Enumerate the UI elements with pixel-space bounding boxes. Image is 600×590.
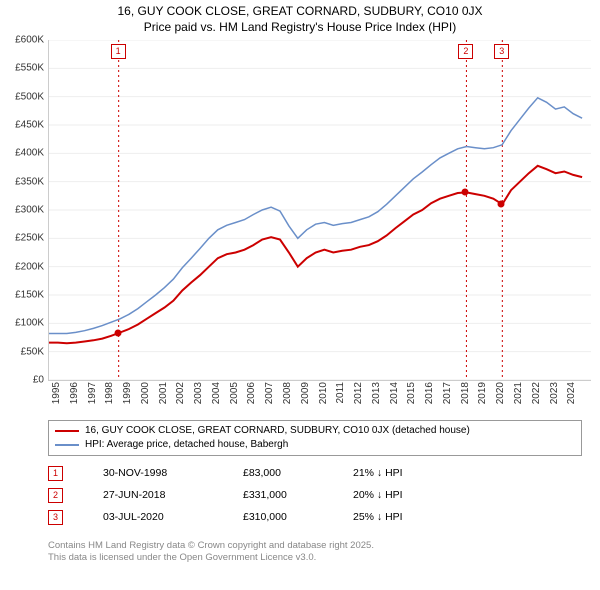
xtick-label: 2013 [371, 382, 382, 412]
ytick-label: £100K [2, 318, 44, 329]
event-date: 30-NOV-1998 [103, 467, 243, 479]
ytick-label: £550K [2, 63, 44, 74]
sale-marker [462, 189, 469, 196]
xtick-label: 2008 [282, 382, 293, 412]
sale-marker [114, 329, 121, 336]
ytick-label: £300K [2, 205, 44, 216]
ytick-label: £200K [2, 261, 44, 272]
footer-line-1: Contains HM Land Registry data © Crown c… [48, 540, 374, 552]
xtick-label: 1999 [122, 382, 133, 412]
chart-svg [49, 40, 591, 380]
legend-row: HPI: Average price, detached house, Babe… [55, 438, 575, 452]
ytick-label: £400K [2, 148, 44, 159]
legend-label: 16, GUY COOK CLOSE, GREAT CORNARD, SUDBU… [85, 424, 470, 438]
xtick-label: 2015 [406, 382, 417, 412]
xtick-label: 1995 [51, 382, 62, 412]
title-block: 16, GUY COOK CLOSE, GREAT CORNARD, SUDBU… [0, 0, 600, 35]
legend-swatch [55, 430, 79, 432]
ytick-label: £150K [2, 290, 44, 301]
xtick-label: 2023 [549, 382, 560, 412]
ytick-label: £50K [2, 346, 44, 357]
event-price: £83,000 [243, 467, 353, 479]
event-row: 3 03-JUL-2020£310,00025% ↓ HPI [48, 506, 453, 528]
ytick-label: £0 [2, 375, 44, 386]
event-marker-badge: 3 [494, 44, 509, 59]
xtick-label: 2000 [140, 382, 151, 412]
ytick-label: £450K [2, 120, 44, 131]
xtick-label: 2006 [246, 382, 257, 412]
title-line-2: Price paid vs. HM Land Registry's House … [0, 20, 600, 36]
xtick-label: 2024 [566, 382, 577, 412]
event-num-badge: 1 [48, 466, 63, 481]
xtick-label: 1997 [87, 382, 98, 412]
footer-line-2: This data is licensed under the Open Gov… [48, 552, 374, 564]
xtick-label: 2009 [300, 382, 311, 412]
xtick-label: 2005 [229, 382, 240, 412]
xtick-label: 2022 [531, 382, 542, 412]
xtick-label: 2017 [442, 382, 453, 412]
chart-container: 16, GUY COOK CLOSE, GREAT CORNARD, SUDBU… [0, 0, 600, 590]
xtick-label: 2019 [477, 382, 488, 412]
events-table: 1 30-NOV-1998£83,00021% ↓ HPI 2 27-JUN-2018… [48, 462, 453, 528]
legend: 16, GUY COOK CLOSE, GREAT CORNARD, SUDBU… [48, 420, 582, 456]
xtick-label: 2003 [193, 382, 204, 412]
event-num-badge: 2 [48, 488, 63, 503]
legend-row: 16, GUY COOK CLOSE, GREAT CORNARD, SUDBU… [55, 424, 575, 438]
xtick-label: 1996 [69, 382, 80, 412]
xtick-label: 2010 [318, 382, 329, 412]
ytick-label: £500K [2, 91, 44, 102]
legend-label: HPI: Average price, detached house, Babe… [85, 438, 288, 452]
xtick-label: 2007 [264, 382, 275, 412]
event-num-badge: 3 [48, 510, 63, 525]
event-row: 1 30-NOV-1998£83,00021% ↓ HPI [48, 462, 453, 484]
title-line-1: 16, GUY COOK CLOSE, GREAT CORNARD, SUDBU… [0, 4, 600, 20]
sale-marker [498, 201, 505, 208]
event-date: 27-JUN-2018 [103, 489, 243, 501]
xtick-label: 2011 [335, 382, 346, 412]
event-row: 2 27-JUN-2018£331,00020% ↓ HPI [48, 484, 453, 506]
event-price: £310,000 [243, 511, 353, 523]
xtick-label: 2018 [460, 382, 471, 412]
xtick-label: 2002 [175, 382, 186, 412]
xtick-label: 2012 [353, 382, 364, 412]
ytick-label: £250K [2, 233, 44, 244]
plot-area [48, 40, 591, 381]
ytick-label: £350K [2, 176, 44, 187]
xtick-label: 2021 [513, 382, 524, 412]
xtick-label: 2016 [424, 382, 435, 412]
xtick-label: 2014 [389, 382, 400, 412]
footer: Contains HM Land Registry data © Crown c… [48, 540, 374, 565]
xtick-label: 2001 [158, 382, 169, 412]
xtick-label: 2020 [495, 382, 506, 412]
event-diff: 21% ↓ HPI [353, 467, 453, 479]
ytick-label: £600K [2, 35, 44, 46]
event-price: £331,000 [243, 489, 353, 501]
event-marker-badge: 1 [111, 44, 126, 59]
event-marker-badge: 2 [458, 44, 473, 59]
xtick-label: 2004 [211, 382, 222, 412]
event-date: 03-JUL-2020 [103, 511, 243, 523]
xtick-label: 1998 [104, 382, 115, 412]
event-diff: 25% ↓ HPI [353, 511, 453, 523]
event-diff: 20% ↓ HPI [353, 489, 453, 501]
legend-swatch [55, 444, 79, 446]
